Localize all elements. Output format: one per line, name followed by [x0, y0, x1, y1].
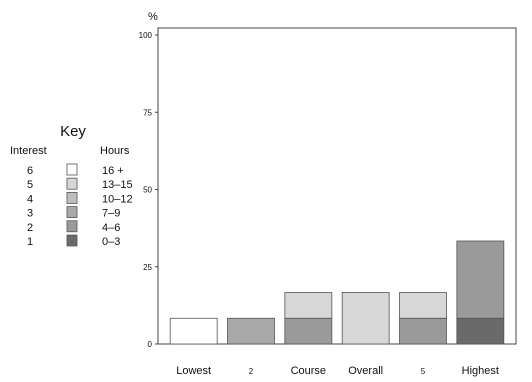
bar-segment [399, 317, 447, 345]
y-tick-label: 75 [143, 108, 152, 117]
y-axis-unit: % [148, 11, 158, 23]
legend-swatch [66, 191, 78, 204]
legend-hours-label: 16 + [102, 165, 124, 177]
legend-interest-value: 5 [27, 179, 33, 191]
legend-hours-label: 7–9 [102, 208, 120, 220]
legend-hours-label: 4–6 [102, 222, 120, 234]
y-tick-label: 100 [139, 31, 153, 40]
plot-frame [157, 27, 517, 345]
bar-segment [284, 317, 333, 345]
bar-segment [227, 317, 275, 345]
y-tick-label: 50 [143, 186, 152, 195]
bar-segment [341, 292, 390, 345]
legend-swatch [66, 234, 78, 247]
legend-interest-value: 4 [27, 193, 33, 205]
bar-segment [456, 240, 505, 319]
legend-hours-label: 0–3 [102, 236, 120, 248]
legend-swatch [66, 163, 78, 176]
legend-hours-header: Hours [100, 145, 130, 157]
bar-segment [169, 317, 218, 345]
x-tick-label: Overall [348, 365, 383, 377]
legend-interest-value: 2 [27, 222, 33, 234]
legend-interest-value: 1 [27, 236, 33, 248]
x-tick-label: 2 [249, 367, 254, 376]
y-tick-label: 25 [143, 263, 152, 272]
x-tick-label: Highest [462, 365, 499, 377]
legend-swatch [66, 220, 78, 233]
legend-interest-value: 3 [27, 208, 33, 220]
legend-swatch [66, 206, 78, 219]
legend-swatch [66, 177, 78, 190]
y-tick-label: 0 [148, 340, 153, 349]
bar-segment [284, 292, 333, 319]
bar-segment [456, 317, 505, 345]
x-tick-label: Course [291, 365, 326, 377]
legend-title: Key [60, 123, 86, 140]
legend-hours-label: 10–12 [102, 193, 133, 205]
legend-hours-label: 13–15 [102, 179, 133, 191]
bar-segment [399, 292, 447, 319]
legend-interest-value: 6 [27, 165, 33, 177]
legend-interest-header: Interest [10, 145, 47, 157]
x-tick-label: Lowest [176, 365, 211, 377]
x-tick-label: 5 [421, 367, 426, 376]
